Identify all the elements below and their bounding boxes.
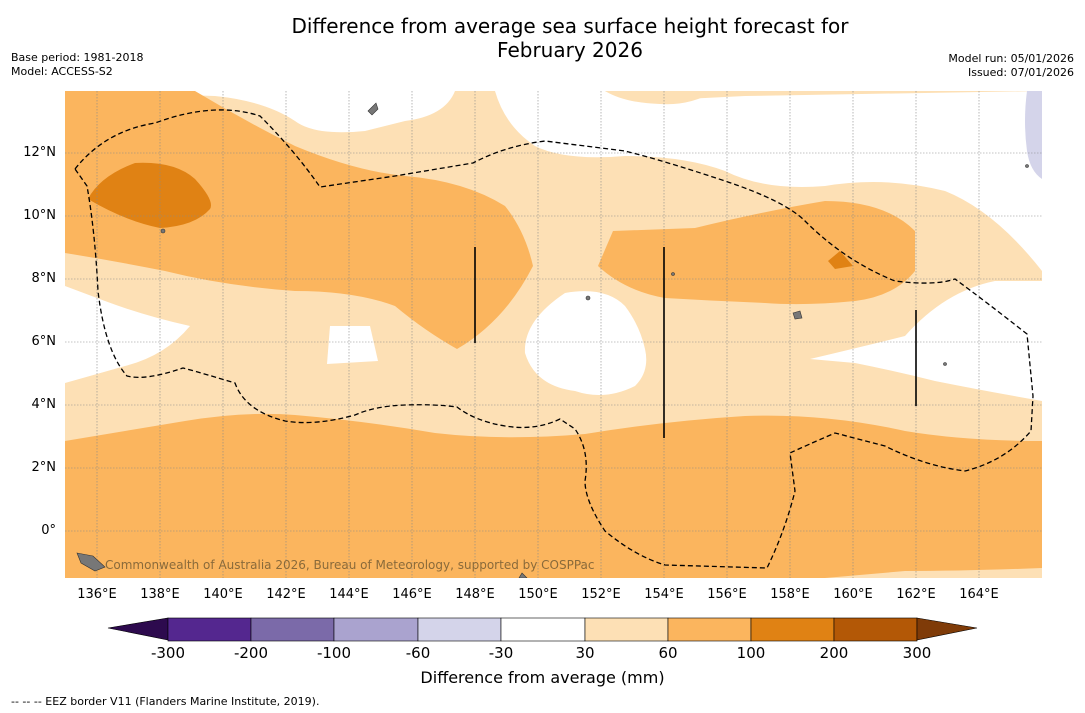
colorbar-segment-4	[417, 617, 502, 642]
dark-orange-region-east	[828, 251, 853, 269]
eez-borders	[74, 109, 1034, 569]
title-line-1: Difference from average sea surface heig…	[291, 14, 849, 38]
lon-label-156e: 156°E	[707, 587, 747, 602]
colorbar-label-9: 200	[819, 644, 849, 662]
lon-label-162e: 162°E	[896, 587, 936, 602]
orange-region-northeast	[598, 201, 915, 305]
colorbar-segment-9	[833, 617, 918, 642]
white-region-top-left	[65, 91, 455, 133]
map-svg	[65, 91, 1042, 578]
colorbar-segment-1	[167, 617, 252, 642]
white-region-small	[327, 326, 378, 364]
model-name: Model: ACCESS-S2	[11, 65, 113, 78]
lon-label-142e: 142°E	[266, 587, 306, 602]
lon-label-152e: 152°E	[581, 587, 621, 602]
base-period: Base period: 1981-2018	[11, 51, 144, 64]
light-patch-top	[455, 91, 495, 97]
lat-label-8n: 8°N	[31, 271, 57, 286]
colorbar-label-5: -30	[488, 644, 514, 662]
colorbar-arrow-low	[107, 617, 169, 641]
solid-markers	[474, 247, 917, 438]
colorbar-label-2: -200	[233, 644, 269, 662]
colorbar-label-7: 60	[658, 644, 678, 662]
lilac-region-right	[1025, 91, 1042, 179]
map-credit: Commonwealth of Australia 2026, Bureau o…	[105, 558, 595, 572]
colorbar-segment-2	[250, 617, 335, 642]
title-line-2: February 2026	[497, 38, 643, 62]
lat-label-2n: 2°N	[31, 460, 57, 475]
lat-label-4n: 4°N	[31, 397, 57, 412]
dark-orange-region-west	[88, 162, 211, 228]
orange-region-northwest	[65, 91, 533, 349]
meta-left: Base period: 1981-2018 Model: ACCESS-S2	[11, 51, 143, 79]
lon-label-138e: 138°E	[140, 587, 180, 602]
islands	[76, 102, 1029, 578]
colorbar-label-6: 30	[575, 644, 595, 662]
orange-region-south	[65, 413, 1042, 578]
lon-label-154e: 154°E	[644, 587, 684, 602]
white-region-center	[524, 291, 647, 395]
lat-label-6n: 6°N	[31, 334, 57, 349]
white-region-right	[810, 281, 1042, 401]
colorbar-label-8: 100	[736, 644, 766, 662]
lon-label-158e: 158°E	[770, 587, 810, 602]
colorbar-arrow-high	[916, 617, 978, 641]
lon-label-146e: 146°E	[392, 587, 432, 602]
colorbar	[107, 617, 978, 642]
lat-label-12n: 12°N	[23, 145, 56, 160]
map-area[interactable]: Commonwealth of Australia 2026, Bureau o…	[65, 91, 1042, 578]
colorbar-label-10: 300	[902, 644, 932, 662]
lon-label-136e: 136°E	[77, 587, 117, 602]
colorbar-segment-3	[333, 617, 419, 642]
grid-lines	[65, 91, 1042, 578]
white-region-top-right	[495, 91, 1042, 271]
lon-label-160e: 160°E	[833, 587, 873, 602]
lat-label-10n: 10°N	[23, 208, 56, 223]
lon-label-140e: 140°E	[203, 587, 243, 602]
model-run: Model run: 05/01/2026	[948, 52, 1074, 65]
colorbar-segment-6	[584, 617, 669, 642]
lon-label-164e: 164°E	[959, 587, 999, 602]
meta-right: Model run: 05/01/2026 Issued: 07/01/2026	[948, 52, 1074, 80]
colorbar-label-3: -100	[316, 644, 352, 662]
colorbar-label-4: -60	[405, 644, 431, 662]
colorbar-segment-8	[750, 617, 835, 642]
colorbar-segment-7	[667, 617, 752, 642]
colorbar-title: Difference from average (mm)	[420, 668, 665, 687]
light-patch-top-2	[605, 91, 715, 105]
colorbar-label-1: -300	[150, 644, 186, 662]
lon-label-150e: 150°E	[518, 587, 558, 602]
eez-legend-footer: -- -- -- EEZ border V11 (Flanders Marine…	[11, 695, 320, 708]
issued-date: Issued: 07/01/2026	[967, 66, 1074, 79]
white-region-left	[65, 286, 190, 383]
lon-label-144e: 144°E	[329, 587, 369, 602]
lon-label-148e: 148°E	[455, 587, 495, 602]
colorbar-segment-5	[500, 617, 586, 642]
lat-label-0: 0°	[41, 523, 56, 538]
map-title: Difference from average sea surface heig…	[0, 14, 1085, 62]
